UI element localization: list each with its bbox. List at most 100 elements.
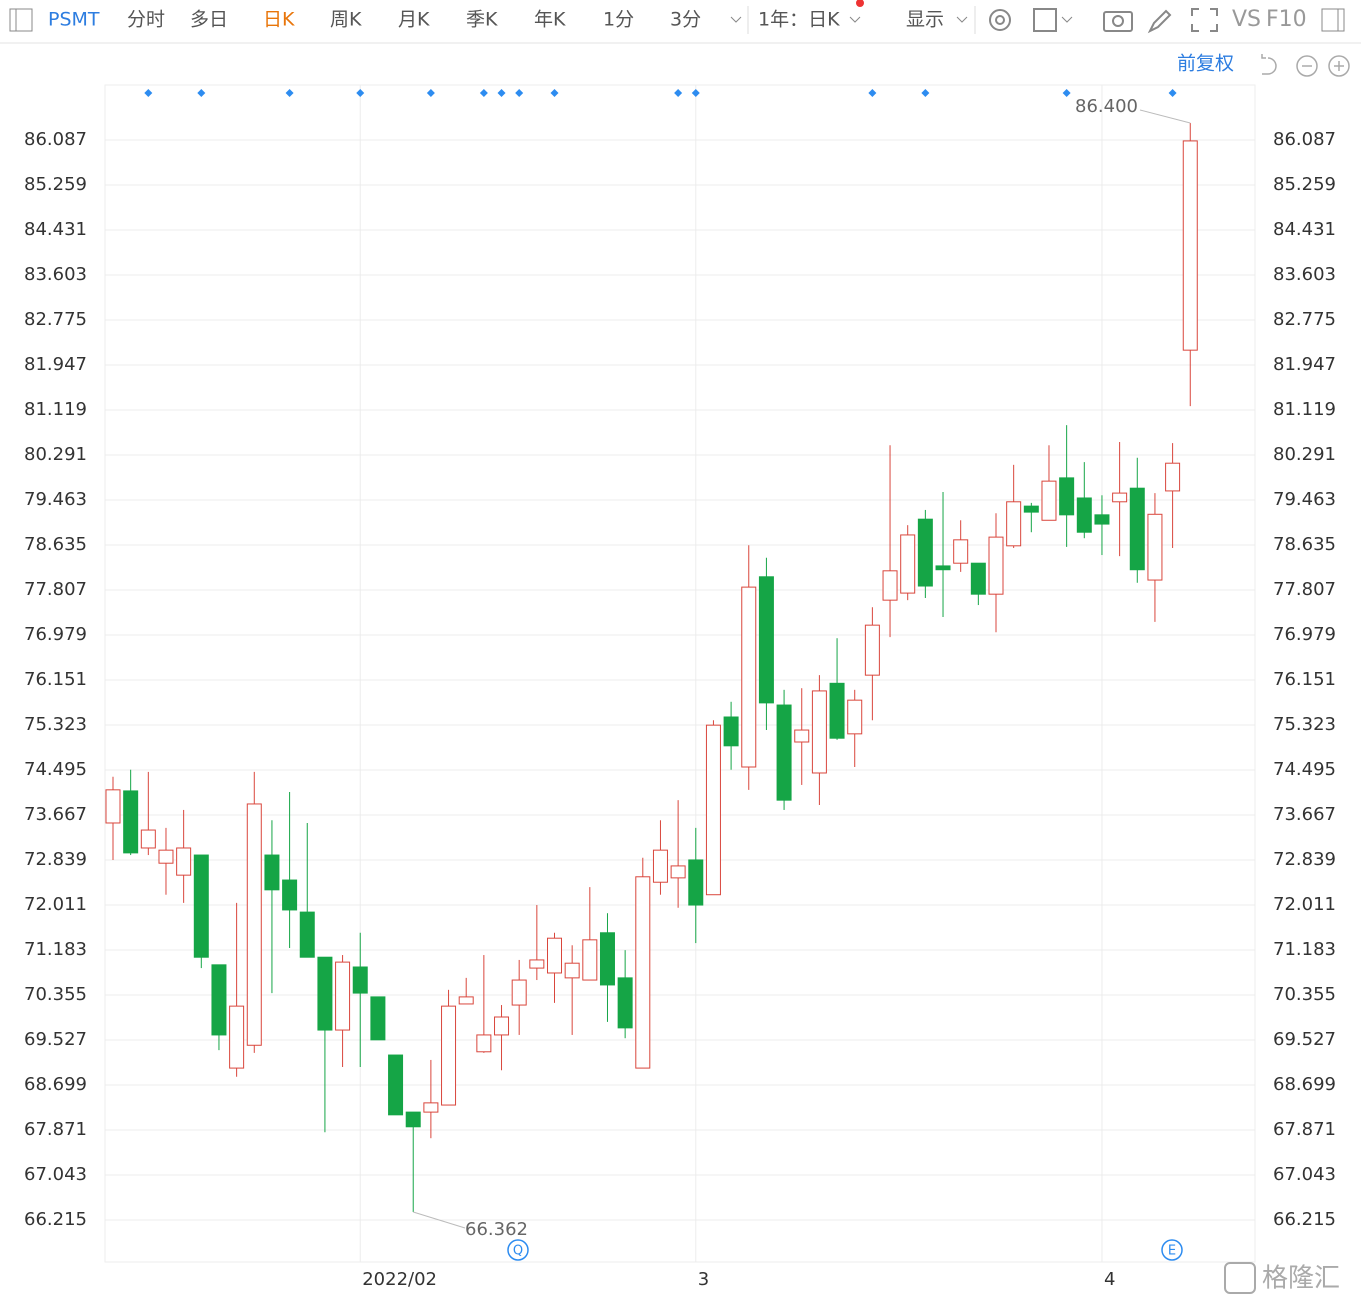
candle-body [423,1102,439,1113]
y-tick-label-right: 66.215 [1273,1209,1336,1230]
event-marker [691,89,700,97]
y-tick-label: 66.215 [24,1209,87,1230]
candle-body [264,854,280,891]
y-tick-label-right: 74.495 [1273,759,1336,780]
event-marker [1062,89,1071,97]
candle-body [229,1005,245,1069]
tab[interactable]: 多日 [190,9,228,31]
fullscreen-icon[interactable] [1191,8,1218,32]
tab[interactable]: 月K [398,9,430,31]
camera-icon[interactable] [1103,11,1133,32]
tab[interactable]: 年K [534,9,566,31]
candle-body [758,576,774,704]
candle-body [547,937,562,974]
candle-body [1094,514,1110,525]
tab[interactable]: 3分 [670,9,701,31]
min-annotation: 66.362 [465,1219,528,1240]
y-tick-label: 73.667 [24,804,87,825]
symbol[interactable]: PSMT [48,9,100,31]
candle-body [582,939,598,981]
draw-box-icon[interactable] [1033,8,1057,32]
candle-body [652,849,668,883]
y-tick-label: 74.495 [24,759,87,780]
tab[interactable]: 日K [263,9,295,31]
y-tick-label: 82.775 [24,309,87,330]
candle-body [441,1005,457,1106]
period-select[interactable]: 1年：日K [758,9,840,31]
candle-body [688,859,704,906]
chevron[interactable] [730,16,742,23]
chevron [1061,16,1073,23]
event-icon[interactable] [1161,1239,1183,1261]
max-annotation: 86.400 [1075,96,1138,117]
candle-body [1006,501,1022,547]
candle-body [140,829,156,849]
event-marker [515,89,524,97]
y-tick-label-right: 81.947 [1273,354,1336,375]
candle-body [1041,480,1057,521]
event-icon[interactable] [507,1239,529,1261]
y-tick-label: 85.259 [24,174,87,195]
display-select[interactable]: 显示 [906,9,944,31]
y-tick-label-right: 86.087 [1273,129,1336,150]
y-tick-label-right: 85.259 [1273,174,1336,195]
y-tick-label-right: 69.527 [1273,1029,1336,1050]
settings-icon[interactable] [989,9,1011,31]
undo-icon[interactable] [1261,54,1277,75]
y-tick-label-right: 77.807 [1273,579,1336,600]
y-tick-label: 67.871 [24,1119,87,1140]
y-tick-label-right: 72.839 [1273,849,1336,870]
y-tick-label-right: 76.151 [1273,669,1336,690]
panel-toggle[interactable] [1321,8,1345,32]
candle-body [193,854,209,958]
tab[interactable]: 周K [330,9,362,31]
candle-body [1112,492,1128,503]
candle-body [370,996,386,1041]
tab[interactable]: 季K [466,9,498,31]
tabs: 分时 多日 日K 周K 月K 季K 年K 1分 3分 [127,9,701,31]
event-marker [868,89,877,97]
candle-body [988,536,1004,595]
candle-body [282,879,298,911]
pen-icon[interactable] [1147,9,1172,34]
sidebar-toggle[interactable] [9,8,33,32]
y-tick-label: 71.183 [24,939,87,960]
tab[interactable]: 1分 [603,9,634,31]
candle-body [494,1016,510,1036]
badge [856,0,864,7]
tab[interactable]: 分时 [127,9,165,31]
candle-body [105,789,121,824]
event-marker [921,89,930,97]
candle-body [246,803,262,1046]
candle-body [670,865,686,879]
y-tick-label-right: 73.667 [1273,804,1336,825]
y-tick-label: 69.527 [24,1029,87,1050]
candle-body [564,962,580,979]
candle-body [529,959,545,969]
candle-body [864,624,880,676]
adjust-select[interactable]: 前复权 [1177,53,1234,75]
y-tick-label: 78.635 [24,534,87,555]
y-tick-label-right: 84.431 [1273,219,1336,240]
candle-body [123,790,139,854]
icon [995,15,1005,25]
y-tick-label: 81.119 [24,399,87,420]
y-tick-label: 68.699 [24,1074,87,1095]
candle-body [1059,477,1075,516]
candle-body [176,847,192,876]
vs-button[interactable]: VS [1232,7,1261,32]
y-tick-label: 83.603 [24,264,87,285]
candle-body [917,518,933,587]
y-tick-label: 76.151 [24,669,87,690]
x-tick-label: 4 [1104,1269,1115,1290]
y-tick-label: 77.807 [24,579,87,600]
y-tick-label-right: 67.043 [1273,1164,1336,1185]
candle-body [617,977,633,1029]
candle-body [705,724,721,896]
y-tick-label: 86.087 [24,129,87,150]
zoom-out-icon[interactable] [1296,55,1318,77]
f10-button[interactable]: F10 [1266,7,1307,32]
candle-body [299,911,315,958]
zoom-in-icon[interactable] [1328,55,1350,77]
